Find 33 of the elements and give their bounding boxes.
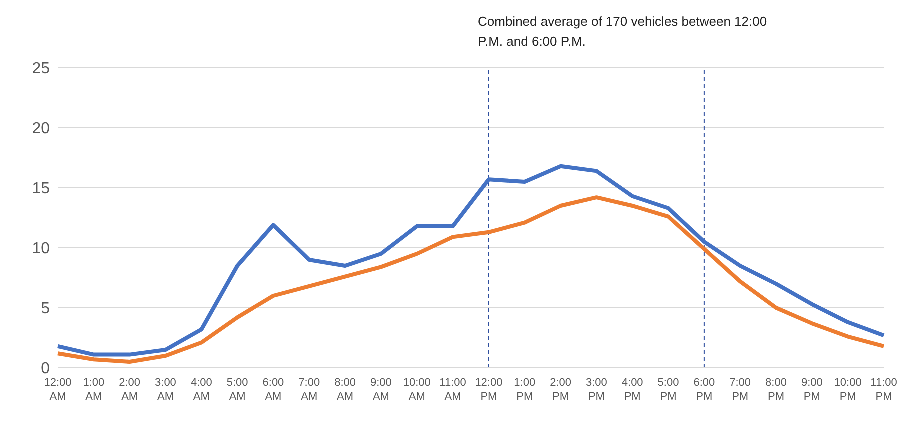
y-tick-label: 5 <box>41 300 50 318</box>
x-tick-label: 11:00 AM <box>440 377 466 403</box>
x-tick-label: 3:00 AM <box>155 377 176 403</box>
y-tick-label: 0 <box>41 360 50 378</box>
y-tick-label: 25 <box>32 60 50 78</box>
y-tick-label: 20 <box>32 120 50 138</box>
x-tick-label: 7:00 AM <box>298 377 320 403</box>
y-tick-label: 10 <box>32 240 50 258</box>
x-tick-label: 2:00 PM <box>550 377 572 403</box>
x-tick-label: 7:00 PM <box>730 377 752 403</box>
x-tick-label: 12:00 PM <box>475 377 503 403</box>
x-tick-label: 5:00 AM <box>226 377 248 403</box>
y-tick-label: 15 <box>32 180 50 198</box>
x-tick-label: 2:00 AM <box>119 377 141 403</box>
x-tick-label: 8:00 AM <box>334 377 356 403</box>
x-tick-label: 11:00 PM <box>870 377 898 403</box>
x-tick-label: 5:00 PM <box>658 377 680 403</box>
x-tick-label: 12:00 AM <box>44 377 72 403</box>
line-series <box>56 196 886 364</box>
text: Combined average of 170 vehicles between 12:00 P.M. and 6:00 P.M. <box>478 13 768 51</box>
x-tick-label: 9:00 AM <box>370 377 392 403</box>
x-tick-label: 3:00 PM <box>586 377 608 403</box>
x-tick-label: 1:00 PM <box>514 377 536 403</box>
x-tick-label: 8:00 PM <box>766 377 787 403</box>
x-tick-label: 10:00 PM <box>834 377 862 403</box>
x-tick-label: 9:00 PM <box>801 377 823 403</box>
x-tick-label: 4:00 AM <box>190 377 212 403</box>
x-tick-label: 6:00 PM <box>694 377 716 403</box>
x-tick-label: 1:00 AM <box>83 377 105 403</box>
x-tick-label: 10:00 AM <box>403 377 431 403</box>
x-tick-label: 4:00 PM <box>622 377 644 403</box>
line-series <box>56 164 886 357</box>
x-tick-label: 6:00 AM <box>262 377 284 403</box>
